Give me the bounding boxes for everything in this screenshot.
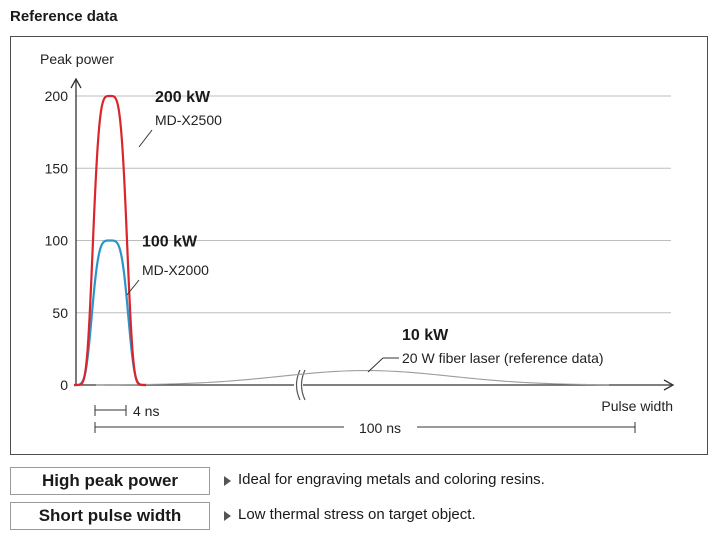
peak-power-chart: 0 50 100 150 200 Peak power Pulse width 200 kW M… bbox=[40, 51, 675, 436]
chart-frame: 0 50 100 150 200 Peak power Pulse width 200 kW M… bbox=[10, 36, 708, 455]
axis-break-mark bbox=[295, 369, 301, 401]
leader-line bbox=[138, 129, 153, 148]
feature-label-pulse-width: Short pulse width bbox=[10, 502, 210, 530]
x-axis-title: Pulse width bbox=[601, 398, 673, 414]
series-name-md-x2000: MD-X2000 bbox=[142, 262, 209, 278]
y-tick-label: 150 bbox=[45, 160, 69, 176]
peak-label-md-x2000: 100 kW bbox=[142, 234, 198, 251]
y-tick-label: 0 bbox=[60, 377, 68, 393]
peak-label-fiber-laser: 10 kW bbox=[402, 327, 449, 344]
feature-label-peak-power: High peak power bbox=[10, 467, 210, 495]
leader-line bbox=[367, 357, 384, 373]
series-line-md-x2500 bbox=[74, 94, 146, 387]
series-name-md-x2500: MD-X2500 bbox=[155, 112, 222, 128]
series-name-fiber-laser: 20 W fiber laser (reference data) bbox=[402, 350, 604, 366]
y-tick-label: 200 bbox=[45, 88, 69, 104]
triangle-arrow-icon bbox=[224, 511, 231, 521]
y-axis-title: Peak power bbox=[40, 51, 114, 67]
feature-row-pulse-width: Short pulse width Low thermal stress on … bbox=[10, 502, 710, 532]
leader-line bbox=[126, 279, 140, 296]
dimension-label-4ns: 4 ns bbox=[133, 403, 159, 419]
axis-break-mark bbox=[300, 369, 306, 401]
x-axis-arrow-icon bbox=[663, 379, 675, 391]
section-title: Reference data bbox=[10, 8, 118, 25]
feature-row-peak-power: High peak power Ideal for engraving meta… bbox=[10, 467, 710, 497]
peak-label-md-x2500: 200 kW bbox=[155, 89, 211, 106]
dimension-label-100ns: 100 ns bbox=[359, 420, 401, 436]
triangle-arrow-icon bbox=[224, 476, 231, 486]
series-line-fiber-laser bbox=[95, 369, 610, 386]
y-tick-label: 100 bbox=[45, 233, 69, 249]
feature-desc-pulse-width: Low thermal stress on target object. bbox=[238, 506, 476, 523]
feature-desc-peak-power: Ideal for engraving metals and coloring … bbox=[238, 471, 545, 488]
y-tick-label: 50 bbox=[52, 305, 68, 321]
y-axis-arrow-icon bbox=[70, 77, 82, 89]
axis-break-gap bbox=[294, 369, 303, 401]
